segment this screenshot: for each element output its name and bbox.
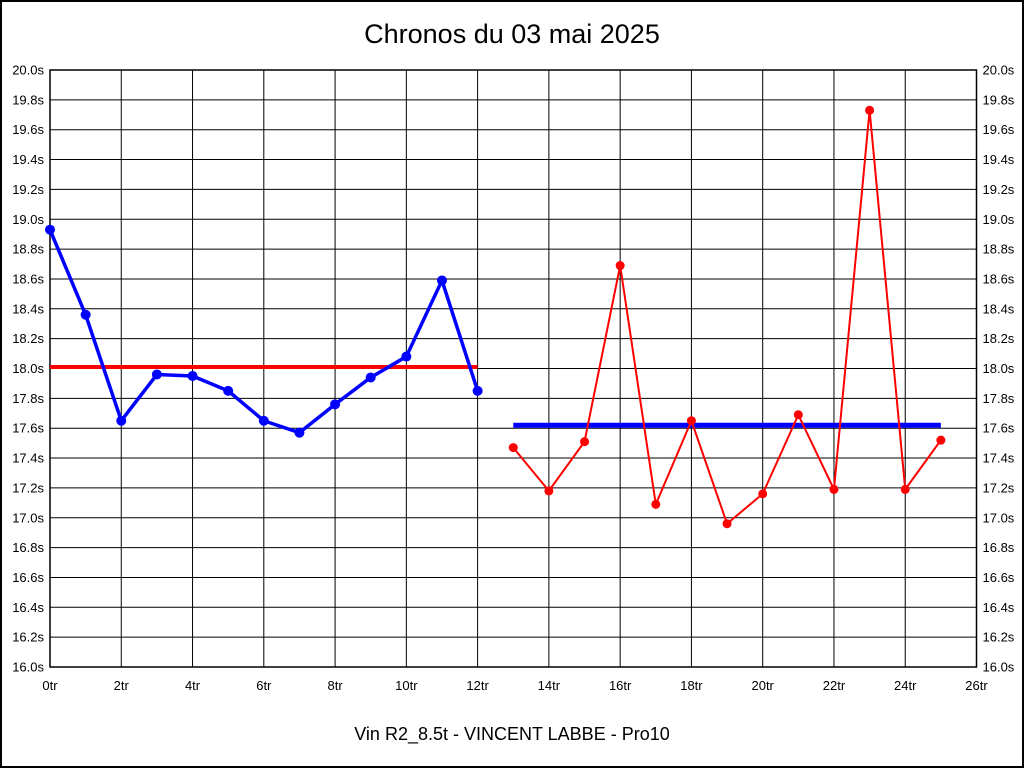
- data-point: [686, 416, 696, 426]
- y-tick-label: 17.6s: [983, 421, 1015, 436]
- y-tick-label: 19.6s: [12, 122, 44, 137]
- x-tick-label: 2tr: [114, 678, 130, 693]
- data-point: [80, 309, 91, 320]
- data-point: [472, 385, 483, 396]
- x-tick-label: 16tr: [609, 678, 632, 693]
- y-tick-label: 19.8s: [983, 92, 1015, 107]
- y-tick-label: 17.0s: [983, 510, 1015, 525]
- x-tick-label: 8tr: [327, 678, 343, 693]
- y-tick-label: 18.8s: [12, 242, 44, 257]
- y-tick-label: 16.4s: [12, 600, 44, 615]
- x-tick-label: 12tr: [466, 678, 489, 693]
- y-tick-label: 17.4s: [12, 451, 44, 466]
- y-tick-label: 20.0s: [983, 63, 1015, 78]
- y-tick-label: 18.0s: [983, 361, 1015, 376]
- reference-lines: [50, 365, 941, 428]
- y-tick-label: 17.2s: [12, 480, 44, 495]
- data-point: [900, 484, 910, 494]
- data-point: [436, 275, 447, 286]
- chronos-serie-bleue: [45, 224, 483, 438]
- x-tick-label: 18tr: [680, 678, 703, 693]
- x-tick-label: 24tr: [894, 678, 917, 693]
- data-point: [829, 484, 839, 494]
- data-point: [651, 499, 661, 509]
- x-tick-label: 22tr: [823, 678, 846, 693]
- data-point: [365, 372, 376, 383]
- data-point: [508, 443, 518, 453]
- data-point: [45, 224, 55, 235]
- y-tick-label: 16.6s: [12, 570, 44, 585]
- data-point: [865, 105, 875, 115]
- y-tick-label: 16.6s: [983, 570, 1015, 585]
- y-tick-label: 16.0s: [983, 660, 1015, 675]
- data-point: [294, 427, 305, 438]
- y-tick-label: 16.0s: [12, 660, 44, 675]
- y-tick-label: 17.2s: [983, 480, 1015, 495]
- y-tick-label: 17.6s: [12, 421, 44, 436]
- y-tick-label: 16.8s: [983, 540, 1015, 555]
- data-point: [758, 489, 768, 499]
- data-point: [580, 437, 590, 447]
- y-tick-label: 19.8s: [12, 92, 44, 107]
- y-tick-label: 19.0s: [12, 212, 44, 227]
- y-tick-label: 18.0s: [12, 361, 44, 376]
- y-tick-label: 18.2s: [12, 331, 44, 346]
- data-point: [258, 415, 269, 426]
- x-tick-label: 20tr: [751, 678, 774, 693]
- y-tick-label: 18.6s: [12, 271, 44, 286]
- x-tick-label: 4tr: [185, 678, 201, 693]
- data-point: [223, 385, 234, 396]
- data-point: [401, 351, 412, 362]
- y-tick-label: 16.2s: [12, 630, 44, 645]
- x-axis-labels: 0tr 2tr 4tr 6tr 8tr 10tr 12tr 14tr 16tr 18tr 20tr 2…: [42, 678, 988, 693]
- y-tick-label: 16.8s: [12, 540, 44, 555]
- y-tick-label: 17.8s: [983, 391, 1015, 406]
- y-tick-label: 19.2s: [983, 182, 1015, 197]
- chronos-serie-rouge: [508, 105, 946, 529]
- y-tick-label: 19.2s: [12, 182, 44, 197]
- y-tick-label: 20.0s: [12, 63, 44, 78]
- y-tick-label: 19.0s: [983, 212, 1015, 227]
- data-point: [151, 369, 162, 380]
- y-tick-label: 18.6s: [983, 271, 1015, 286]
- data-point: [116, 415, 127, 426]
- chronos-serie-rouge-line: [512, 109, 942, 525]
- y-tick-label: 18.8s: [983, 242, 1015, 257]
- data-point: [936, 435, 946, 445]
- data-point: [544, 486, 554, 496]
- data-point: [330, 399, 341, 410]
- chart-subtitle: Vin R2_8.5t - VINCENT LABBE - Pro10: [354, 724, 670, 744]
- y-tick-label: 19.4s: [983, 152, 1015, 167]
- data-point: [722, 519, 732, 529]
- y-tick-label: 18.4s: [12, 301, 44, 316]
- y-tick-label: 16.4s: [983, 600, 1015, 615]
- y-axis-labels-left: 20.0s 19.8s 19.6s 19.4s 19.2s 19.0s 18.8s 18.6s…: [12, 63, 44, 675]
- y-tick-label: 18.4s: [983, 301, 1015, 316]
- data-point: [615, 261, 625, 271]
- x-tick-label: 0tr: [42, 678, 58, 693]
- y-tick-label: 18.2s: [983, 331, 1015, 346]
- y-tick-label: 19.6s: [983, 122, 1015, 137]
- y-tick-label: 19.4s: [12, 152, 44, 167]
- x-tick-label: 6tr: [256, 678, 272, 693]
- y-tick-label: 17.4s: [983, 451, 1015, 466]
- x-tick-label: 14tr: [538, 678, 561, 693]
- y-tick-label: 17.0s: [12, 510, 44, 525]
- y-tick-label: 17.8s: [12, 391, 44, 406]
- x-tick-label: 10tr: [395, 678, 418, 693]
- data-point: [187, 370, 198, 381]
- y-tick-label: 16.2s: [983, 630, 1015, 645]
- data-point: [793, 410, 803, 420]
- x-tick-label: 26tr: [965, 678, 988, 693]
- chart-title: Chronos du 03 mai 2025: [364, 19, 660, 49]
- y-axis-labels-right: 20.0s 19.8s 19.6s 19.4s 19.2s 19.0s 18.8s 18.6s…: [983, 63, 1015, 675]
